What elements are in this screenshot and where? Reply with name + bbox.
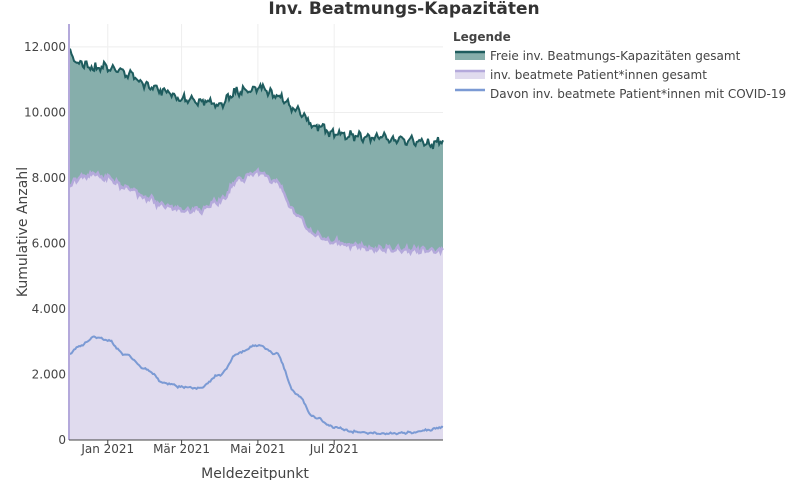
x-axis-title: Meldezeitpunkt [201, 466, 309, 480]
x-tick-label: Jan 2021 [80, 442, 134, 456]
y-tick-label: 6.000 [32, 236, 66, 250]
x-tick-label: Mai 2021 [230, 442, 285, 456]
y-tick-label: 0 [58, 433, 66, 447]
plot-area[interactable] [68, 24, 444, 441]
line-beatmete-patienten [68, 167, 444, 257]
line-covid-19 [68, 335, 444, 436]
y-tick-label: 4.000 [32, 302, 66, 316]
chart-title: Inv. Beatmungs-Kapazitäten [268, 0, 539, 19]
legend-item: inv. beatmete Patient*innen gesamt [455, 68, 707, 82]
legend-item: Freie inv. Beatmungs-Kapazitäten gesamt [455, 49, 741, 63]
y-tick-label: 12.000 [24, 40, 66, 54]
y-tick-label: 2.000 [32, 367, 66, 381]
legend-swatch [455, 52, 485, 60]
x-tick-label: Jul 2021 [309, 442, 359, 456]
x-tick-label: Mär 2021 [153, 442, 210, 456]
line-freie-kapazitaeten [68, 47, 444, 150]
area-beatmete-patienten [69, 169, 443, 441]
legend-title: Legende [453, 30, 511, 44]
legend-label: Davon inv. beatmete Patient*innen mit CO… [490, 87, 786, 101]
legend-label: inv. beatmete Patient*innen gesamt [490, 68, 707, 82]
y-tick-label: 8.000 [32, 171, 66, 185]
legend: Legende Freie inv. Beatmungs-Kapazitäten… [453, 30, 786, 101]
legend-item: Davon inv. beatmete Patient*innen mit CO… [455, 87, 786, 101]
legend-label: Freie inv. Beatmungs-Kapazitäten gesamt [490, 49, 741, 63]
legend-swatch [455, 71, 485, 79]
y-axis-title: Kumulative Anzahl [15, 167, 31, 297]
y-tick-label: 10.000 [24, 105, 66, 119]
axes: 0 2.000 4.000 6.000 8.000 10.000 12.000 Jan 202… [24, 40, 443, 456]
